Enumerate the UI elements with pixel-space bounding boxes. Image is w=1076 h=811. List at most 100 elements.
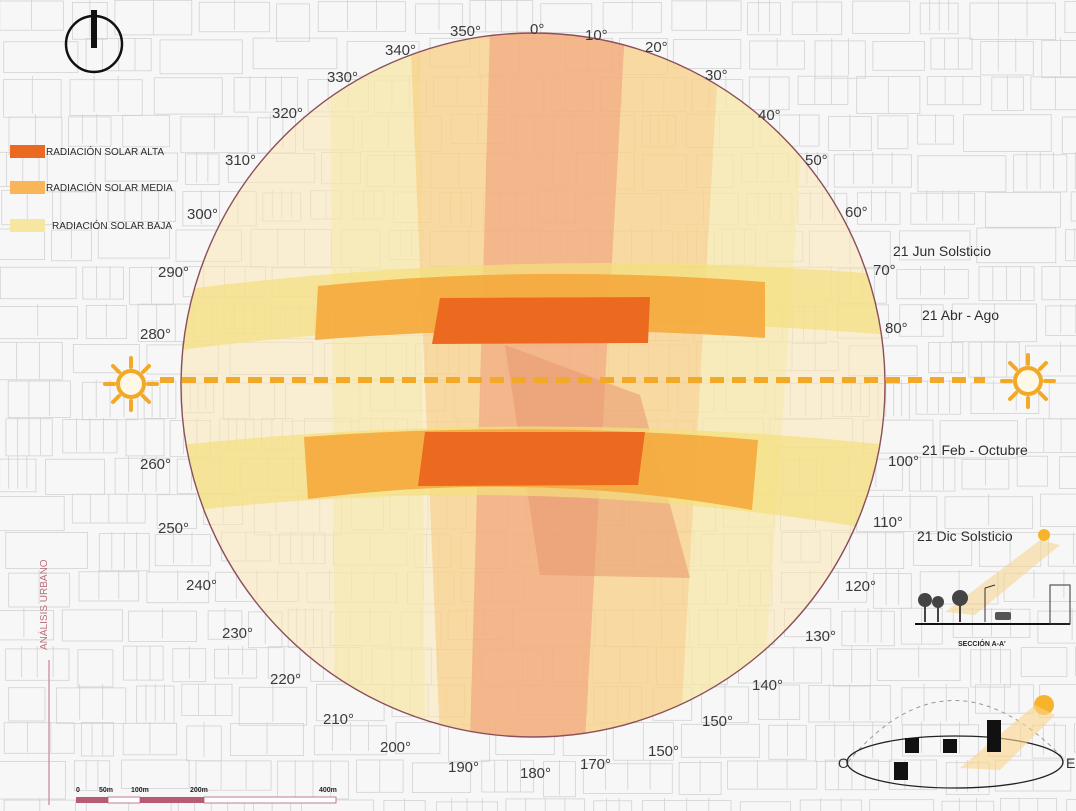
street-block bbox=[78, 571, 140, 602]
degree-label: 150° bbox=[702, 713, 733, 730]
street-block bbox=[395, 722, 441, 755]
street-block bbox=[121, 759, 190, 789]
scale-label-100: 100m bbox=[131, 787, 149, 794]
side-label: ANÁLISIS URBANO bbox=[37, 559, 50, 650]
street-block bbox=[1045, 305, 1076, 336]
street-block bbox=[8, 687, 46, 722]
degree-label: 200° bbox=[380, 739, 411, 756]
scale-bar: 0 50m 100m 200m 400m bbox=[76, 787, 337, 804]
degree-label: 240° bbox=[186, 577, 217, 594]
street-block bbox=[857, 192, 901, 225]
street-block bbox=[3, 41, 79, 73]
scale-label-50: 50m bbox=[99, 787, 113, 794]
street-block bbox=[0, 341, 63, 381]
street-block bbox=[69, 79, 143, 116]
street-block bbox=[7, 380, 71, 418]
street-block bbox=[985, 191, 1061, 228]
orientation-west: O bbox=[838, 755, 849, 771]
section-label: SECCIÓN A-A' bbox=[958, 639, 1006, 648]
season-label-abr: 21 Abr - Ago bbox=[922, 307, 999, 323]
low-band-left bbox=[330, 33, 425, 737]
legend-label-high: RADIACIÓN SOLAR ALTA bbox=[46, 145, 164, 158]
degree-label: 210° bbox=[323, 711, 354, 728]
street-block bbox=[74, 760, 111, 791]
orientation-east: E bbox=[1066, 755, 1075, 771]
degree-label: 290° bbox=[158, 264, 189, 281]
degree-label: 300° bbox=[187, 206, 218, 223]
degree-label: 80° bbox=[885, 320, 908, 337]
street-block bbox=[939, 420, 1018, 459]
legend: RADIACIÓN SOLAR ALTA RADIACIÓN SOLAR MED… bbox=[10, 145, 173, 232]
sun-path-diagram bbox=[160, 32, 985, 738]
street-block bbox=[156, 494, 197, 529]
legend-label-low: RADIACIÓN SOLAR BAJA bbox=[52, 219, 172, 232]
degree-label: 100° bbox=[888, 453, 919, 470]
degree-label: 190° bbox=[448, 759, 479, 776]
street-block bbox=[317, 1, 406, 32]
degree-label: 120° bbox=[845, 578, 876, 595]
degree-label: 20° bbox=[645, 39, 668, 56]
degree-label: 350° bbox=[450, 23, 481, 40]
season-label-jun: 21 Jun Solsticio bbox=[893, 243, 991, 259]
street-block bbox=[0, 761, 67, 800]
legend-swatch-medium bbox=[10, 181, 45, 194]
street-block bbox=[123, 645, 164, 681]
section-diagram: SECCIÓN A-A' bbox=[915, 529, 1071, 648]
street-block bbox=[56, 687, 127, 724]
scale-label-200: 200m bbox=[190, 787, 208, 794]
street-block bbox=[747, 2, 781, 36]
street-block bbox=[1041, 265, 1076, 301]
street-block bbox=[159, 39, 243, 75]
street-block bbox=[1030, 76, 1076, 111]
street-block bbox=[872, 41, 925, 71]
street-block bbox=[82, 266, 125, 300]
degree-label: 10° bbox=[585, 27, 608, 44]
street-block bbox=[852, 0, 911, 34]
street-block bbox=[252, 37, 338, 70]
degree-label: 130° bbox=[805, 628, 836, 645]
street-block bbox=[540, 3, 593, 33]
street-block bbox=[154, 534, 211, 567]
season-label-feb: 21 Feb - Octubre bbox=[922, 442, 1028, 458]
street-block bbox=[72, 343, 140, 374]
street-block bbox=[1059, 456, 1076, 489]
street-block bbox=[104, 152, 178, 182]
street-block bbox=[970, 382, 1040, 414]
degree-label: 280° bbox=[140, 326, 171, 343]
street-block bbox=[928, 342, 964, 374]
street-block bbox=[185, 153, 220, 186]
street-block bbox=[593, 800, 633, 811]
street-block bbox=[1074, 152, 1076, 189]
street-block bbox=[963, 114, 1052, 152]
street-block bbox=[899, 230, 971, 261]
street-block bbox=[727, 760, 818, 790]
street-block bbox=[81, 722, 114, 757]
street-block bbox=[46, 153, 96, 193]
legend-label-medium: RADIACIÓN SOLAR MEDIA bbox=[46, 181, 173, 194]
degree-label: 330° bbox=[327, 69, 358, 86]
scale-label-0: 0 bbox=[76, 787, 80, 794]
street-block bbox=[68, 116, 112, 147]
degree-label: 60° bbox=[845, 204, 868, 221]
degree-label: 110° bbox=[873, 514, 903, 531]
degree-label: 50° bbox=[805, 152, 828, 169]
street-block bbox=[930, 37, 973, 70]
compass-degree-labels: 0° 10° 20° 30° 40° 50° 60° 70° 80° 100° 110° 120° 13… bbox=[140, 21, 919, 782]
degree-label: 180° bbox=[520, 765, 551, 782]
degree-label: 40° bbox=[758, 107, 781, 124]
street-block bbox=[799, 799, 862, 811]
street-block bbox=[896, 268, 969, 300]
street-block bbox=[1074, 723, 1076, 753]
degree-label: 140° bbox=[752, 677, 783, 694]
street-block bbox=[1061, 116, 1076, 154]
degree-label: 30° bbox=[705, 67, 728, 84]
lower-band-high bbox=[418, 432, 645, 486]
street-block bbox=[0, 266, 77, 300]
degree-label: 250° bbox=[158, 520, 189, 537]
street-block bbox=[869, 799, 935, 811]
street-block bbox=[60, 190, 97, 225]
degree-label: 230° bbox=[222, 625, 253, 642]
degree-label: 70° bbox=[873, 262, 896, 279]
street-block bbox=[917, 155, 1007, 193]
street-block bbox=[276, 3, 311, 42]
